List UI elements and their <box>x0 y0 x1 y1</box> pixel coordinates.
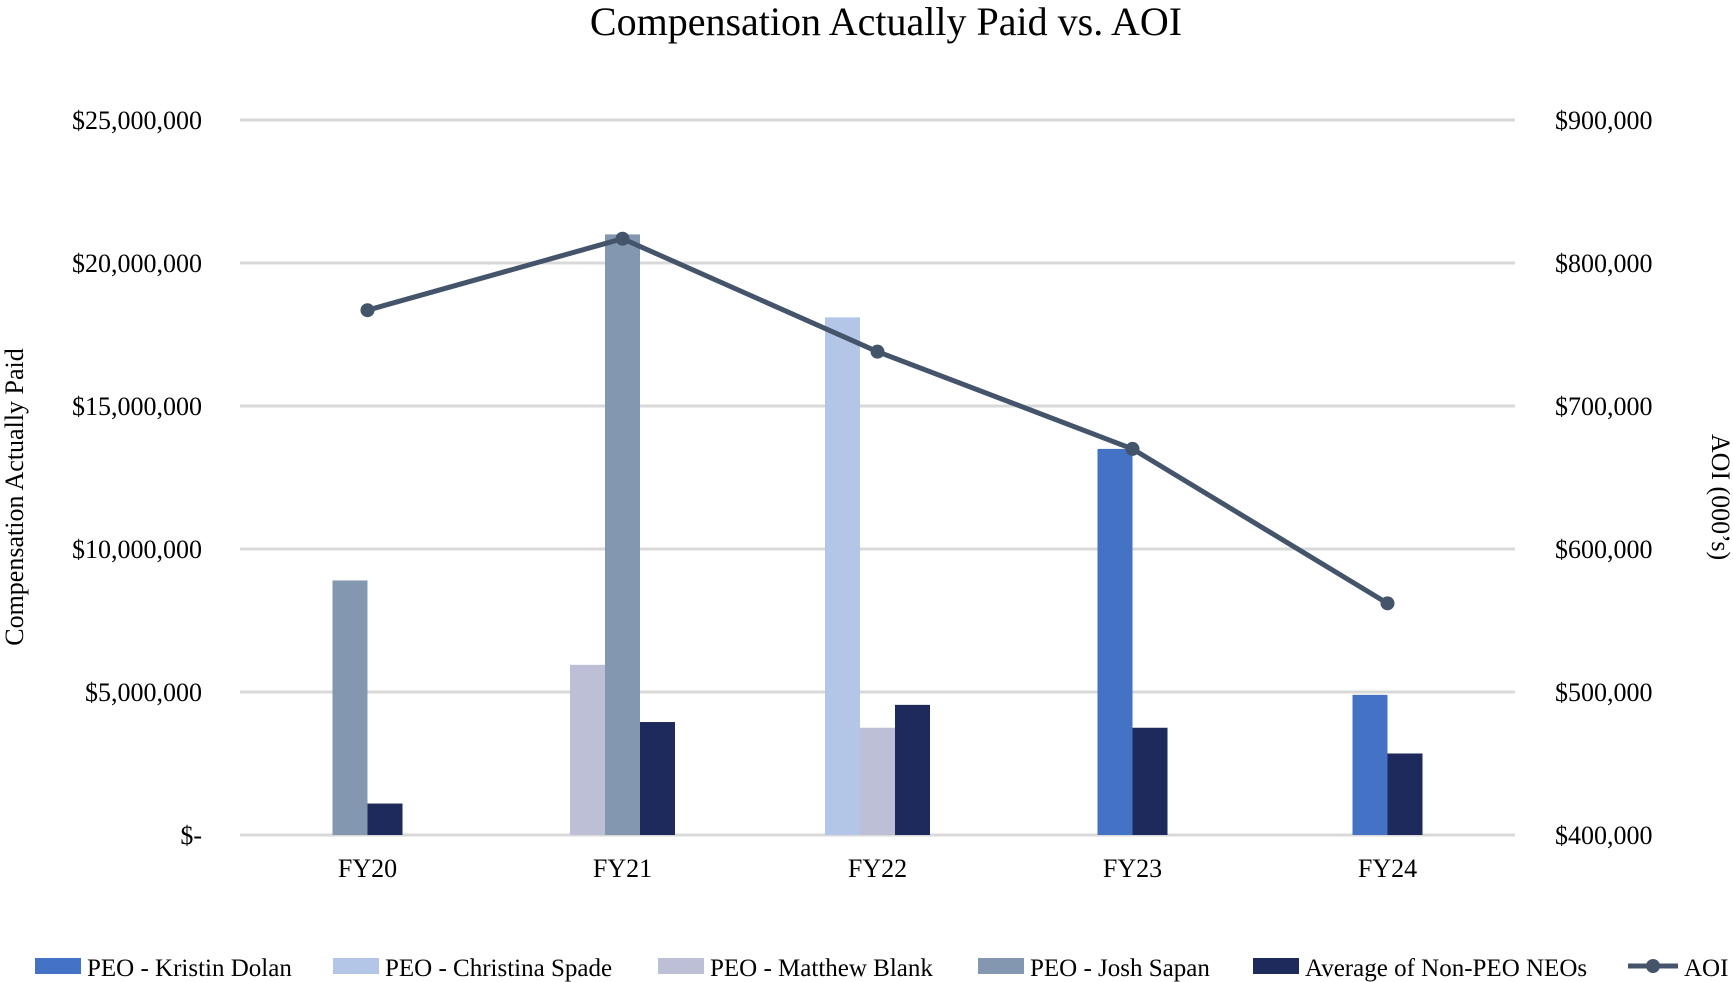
bar-peo-christina-spade-fy22 <box>825 317 860 836</box>
y-tick-label: $20,000,000 <box>72 249 202 278</box>
y-tick-label: $- <box>180 821 202 850</box>
bar-peo-matthew-blank-fy21 <box>570 664 605 835</box>
legend-label-peo-josh-sapan: PEO - Josh Sapan <box>1030 955 1210 982</box>
bar-peo-josh-sapan-fy21 <box>605 234 640 835</box>
y-tick-label: $5,000,000 <box>85 678 202 707</box>
aoi-point <box>615 231 630 246</box>
bar-peo-kristin-dolan-fy23 <box>1097 448 1133 835</box>
legend-swatch-peo-christina-spade <box>333 958 379 974</box>
aoi-point <box>1380 596 1395 611</box>
bar-peo-kristin-dolan-fy24 <box>1352 694 1388 835</box>
legend-swatch-peo-josh-sapan <box>978 958 1024 974</box>
bar-average-of-non-peo-neos-fy20 <box>367 803 403 835</box>
y-axis-label: Compensation Actually Paid <box>0 348 29 646</box>
gridlines <box>240 118 1515 837</box>
aoi-line-group <box>360 231 1395 611</box>
x-tick-label: FY24 <box>1358 854 1417 883</box>
bar-average-of-non-peo-neos-fy23 <box>1132 727 1168 835</box>
x-axis-ticks: FY20 FY21 FY22 FY23 FY24 <box>338 854 1417 883</box>
y2-tick-label: $700,000 <box>1555 392 1653 421</box>
y2-tick-label: $900,000 <box>1555 106 1653 135</box>
legend-marker-aoi <box>1646 959 1660 973</box>
legend-label-peo-matthew-blank: PEO - Matthew Blank <box>710 955 933 982</box>
bar-peo-josh-sapan-fy20 <box>332 580 368 835</box>
bar-average-of-non-peo-neos-fy24 <box>1387 753 1423 835</box>
legend-label-peo-christina-spade: PEO - Christina Spade <box>385 955 612 982</box>
bar-average-of-non-peo-neos-fy21 <box>640 722 675 835</box>
y2-tick-label: $600,000 <box>1555 535 1653 564</box>
y2-tick-label: $400,000 <box>1555 821 1653 850</box>
legend-label-peo-kristin-dolan: PEO - Kristin Dolan <box>87 955 292 982</box>
legend-label-aoi: AOI <box>1684 955 1728 982</box>
y2-tick-label: $800,000 <box>1555 249 1653 278</box>
bar-peo-matthew-blank-fy22 <box>860 727 895 835</box>
y2-axis-ticks: $400,000 $500,000 $600,000 $700,000 $800,000… <box>1555 106 1653 850</box>
chart-title: Compensation Actually Paid vs. AOI <box>590 0 1182 44</box>
x-tick-label: FY22 <box>848 854 907 883</box>
y-tick-label: $25,000,000 <box>72 106 202 135</box>
legend-swatch-peo-kristin-dolan <box>35 958 81 974</box>
legend-swatch-average-of-non-peo-neos <box>1253 958 1299 974</box>
aoi-point <box>1125 441 1140 456</box>
aoi-point <box>360 303 375 318</box>
x-tick-label: FY21 <box>593 854 652 883</box>
bar-average-of-non-peo-neos-fy22 <box>895 704 930 835</box>
y-tick-label: $15,000,000 <box>72 392 202 421</box>
y-tick-label: $10,000,000 <box>72 535 202 564</box>
y2-axis-label: AOI (000’s) <box>1706 434 1733 560</box>
bars <box>332 234 1423 836</box>
x-tick-label: FY23 <box>1103 854 1162 883</box>
aoi-point <box>870 344 885 359</box>
x-tick-label: FY20 <box>338 854 397 883</box>
y2-tick-label: $500,000 <box>1555 678 1653 707</box>
legend-label-average-of-non-peo-neos: Average of Non-PEO NEOs <box>1305 955 1587 982</box>
legend: PEO - Kristin Dolan PEO - Christina Spade… <box>35 955 1728 982</box>
y-axis-ticks: $- $5,000,000 $10,000,000 $15,000,000 $20,00… <box>72 106 202 850</box>
legend-swatch-peo-matthew-blank <box>658 958 704 974</box>
